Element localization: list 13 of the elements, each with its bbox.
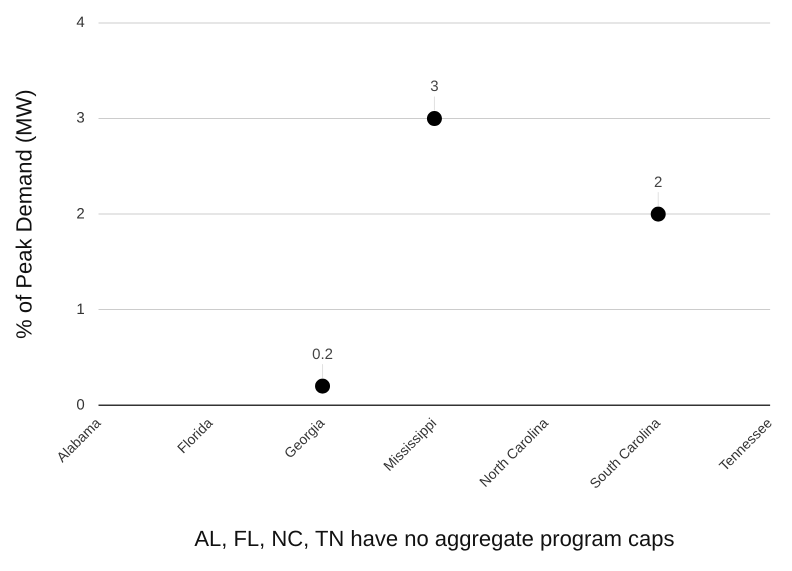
y-tick-label: 4	[76, 14, 85, 32]
data-label: 3	[430, 78, 439, 96]
y-tick-label: 1	[76, 300, 85, 318]
point	[315, 378, 330, 394]
y-axis-title: % of Peak Demand (MW)	[11, 89, 36, 339]
x-axis-title: AL, FL, NC, TN have no aggregate program caps	[194, 526, 675, 551]
y-tick-label: 2	[76, 205, 85, 222]
y-tick-label: 3	[76, 110, 85, 127]
y-tick-label: 0	[76, 396, 85, 414]
data-label: 0.2	[312, 346, 333, 363]
point	[426, 111, 442, 126]
data-label: 2	[654, 174, 662, 191]
point	[650, 206, 666, 222]
